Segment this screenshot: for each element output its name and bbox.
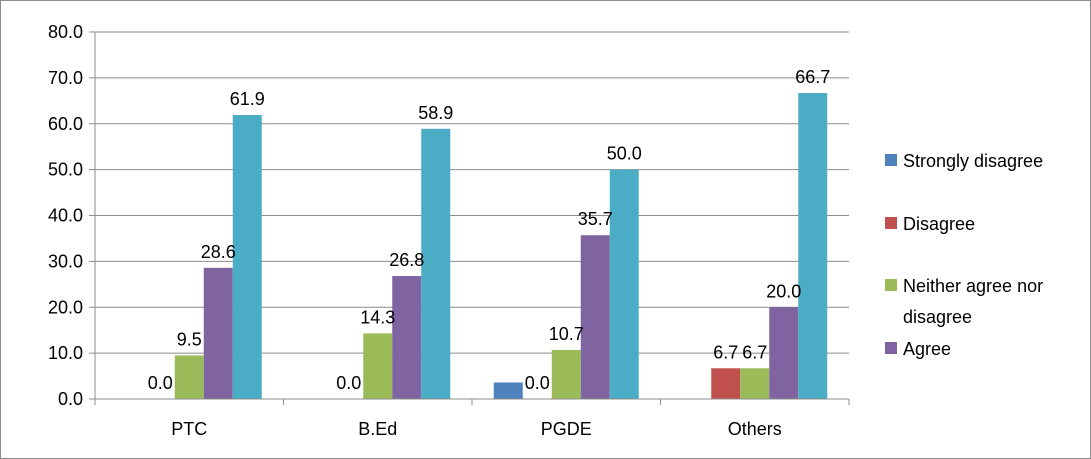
data-label: 6.7 <box>742 342 767 362</box>
data-label: 0.0 <box>148 373 173 393</box>
y-tick-label: 30.0 <box>48 251 83 271</box>
data-label: 0.0 <box>336 373 361 393</box>
legend-label: Neither agree nor <box>903 276 1043 296</box>
data-label: 61.9 <box>230 89 265 109</box>
bar <box>609 169 639 399</box>
bar <box>798 93 828 400</box>
legend-swatch <box>885 279 897 291</box>
legend-swatch <box>885 154 897 166</box>
legend-swatch <box>885 342 897 354</box>
legend-swatch <box>885 217 897 229</box>
data-label: 66.7 <box>795 67 830 87</box>
y-tick-label: 70.0 <box>48 68 83 88</box>
axes: 0.0 10.0 20.0 30.0 40.0 50.0 60.0 70.0 80.0 PTC B.… <box>48 22 850 439</box>
bar <box>769 307 799 399</box>
bar <box>174 355 204 399</box>
data-label: 9.5 <box>177 329 202 349</box>
bar <box>392 276 422 399</box>
bar <box>580 235 610 399</box>
data-label: 28.6 <box>201 242 236 262</box>
data-label: 14.3 <box>360 307 395 327</box>
x-tick-label: B.Ed <box>358 419 397 439</box>
data-label: 20.0 <box>766 281 801 301</box>
y-tick-label: 0.0 <box>58 389 83 409</box>
bar <box>551 349 581 399</box>
data-label: 26.8 <box>389 250 424 270</box>
y-tick-label: 40.0 <box>48 206 83 226</box>
data-labels: 0.0 0.0 0.0 6.7 9.5 14.3 10.7 6.7 28.6 26.8 35.7 20… <box>148 67 831 393</box>
bar <box>740 368 770 399</box>
bar <box>232 115 262 399</box>
y-tick-label: 10.0 <box>48 343 83 363</box>
bar <box>421 128 451 399</box>
x-tick-label: Others <box>728 419 782 439</box>
y-tick-label: 50.0 <box>48 160 83 180</box>
bar <box>203 267 233 399</box>
x-tick-label: PTC <box>171 419 207 439</box>
legend: Strongly disagree Disagree Neither agree n… <box>885 151 1043 359</box>
legend-label: Strongly disagree <box>903 151 1043 171</box>
y-tick-label: 80.0 <box>48 22 83 42</box>
data-label: 10.7 <box>549 324 584 344</box>
legend-label: disagree <box>903 307 972 327</box>
data-label: 50.0 <box>607 144 642 164</box>
data-label: 6.7 <box>713 342 738 362</box>
legend-label: Disagree <box>903 214 975 234</box>
bar <box>493 382 523 399</box>
y-tick-label: 60.0 <box>48 114 83 134</box>
data-label: 0.0 <box>525 373 550 393</box>
x-tick-label: PGDE <box>541 419 592 439</box>
data-label: 58.9 <box>418 103 453 123</box>
data-label: 35.7 <box>578 209 613 229</box>
bars <box>174 93 828 400</box>
bar <box>363 333 393 399</box>
legend-label: Agree <box>903 339 951 359</box>
y-tick-label: 20.0 <box>48 297 83 317</box>
bar <box>711 368 741 399</box>
